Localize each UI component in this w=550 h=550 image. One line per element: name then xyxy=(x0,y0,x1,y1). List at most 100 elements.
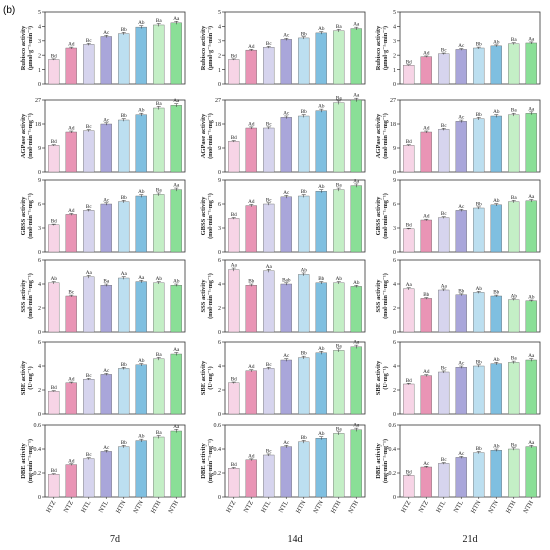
y-tick-label: 4 xyxy=(38,25,41,31)
bar-ntl xyxy=(100,285,112,333)
x-category-label: NTN xyxy=(312,499,325,514)
y-axis-unit-label: (mol·min⁻¹·mg⁻¹) xyxy=(382,193,389,239)
bar-ntz xyxy=(245,127,257,173)
bar-htl xyxy=(263,368,275,415)
significance-label: Ad xyxy=(68,458,75,464)
bar-htn xyxy=(298,441,310,498)
panel-label: (b) xyxy=(3,5,15,16)
y-tick-label: 4 xyxy=(38,282,41,288)
significance-label: Bb xyxy=(301,189,307,195)
significance-label: Ac xyxy=(103,117,110,123)
significance-label: Aa xyxy=(528,353,535,359)
significance-label: Ab xyxy=(138,20,145,26)
y-axis-label: SBE activity xyxy=(20,360,27,395)
significance-label: Ac xyxy=(283,190,290,196)
significance-label: Bb xyxy=(476,201,482,207)
y-tick-label: 9 xyxy=(218,178,221,184)
bar-ntl xyxy=(455,121,467,173)
x-category-label: HTL xyxy=(260,499,272,513)
bar-htz xyxy=(403,475,415,498)
y-tick-label: 4 xyxy=(393,364,396,370)
chart-panel: 0 1 2 3 4 5 Rubisco activity (µmol·g⁻¹·min⁻¹) Bd… xyxy=(375,10,541,88)
bar-hth xyxy=(508,114,520,173)
bar-htn xyxy=(118,368,130,415)
bar-htn xyxy=(298,357,310,415)
y-tick-label: 3 xyxy=(393,226,396,232)
bar-htn xyxy=(473,292,485,333)
bar-htz xyxy=(48,474,60,498)
significance-label: Ab xyxy=(51,276,58,282)
x-category-label: HTZ xyxy=(400,499,412,513)
bar-htl xyxy=(438,463,450,498)
y-axis-label: Rubisco activity xyxy=(200,25,207,70)
bar-ntn xyxy=(490,295,502,333)
bar-htz xyxy=(403,228,415,253)
significance-label: Ac xyxy=(283,33,290,39)
bar-ntz xyxy=(65,214,77,253)
y-tick-label: 0.6 xyxy=(34,423,42,429)
significance-label: Bc xyxy=(266,121,272,127)
y-tick-label: 5 xyxy=(38,10,41,16)
significance-label: Bc xyxy=(86,373,92,379)
y-tick-label: 5 xyxy=(393,10,396,16)
significance-label: Bd xyxy=(231,212,237,218)
significance-label: Ab xyxy=(511,293,518,299)
y-axis-unit-label: (mol·min⁻¹·mg⁻¹) xyxy=(207,273,214,319)
bar-htn xyxy=(118,446,130,498)
y-axis-unit-label: (µmol·g⁻¹·min⁻¹) xyxy=(27,26,34,70)
y-axis-label: Rubisco activity xyxy=(375,25,382,70)
bar-htz xyxy=(48,391,60,415)
significance-label: Aa xyxy=(173,424,180,430)
bar-htz xyxy=(228,269,240,333)
x-category-label: HTL xyxy=(435,499,447,513)
bar-ntl xyxy=(280,359,292,415)
bar-htn xyxy=(298,115,310,173)
bar-ntl xyxy=(100,123,112,173)
y-axis-unit-label: (mol·min⁻¹·mg⁻¹) xyxy=(27,113,34,159)
bar-htl xyxy=(438,129,450,173)
bar-htl xyxy=(83,44,95,85)
chart-panel: 0 1 2 3 4 5 Rubisco activity (µmol·g⁻¹·min⁻¹) Bd… xyxy=(200,10,366,88)
significance-label: Ad xyxy=(248,121,255,127)
x-category-label: NTL xyxy=(98,499,110,513)
significance-label: Bab xyxy=(282,277,291,283)
significance-label: Ad xyxy=(68,377,75,383)
bar-nth xyxy=(350,286,362,333)
bar-htz xyxy=(403,65,415,85)
bar-hth xyxy=(153,282,165,333)
y-tick-label: 6 xyxy=(38,258,41,264)
significance-label: Ab xyxy=(528,295,535,301)
y-axis-label: GBSS activity xyxy=(200,196,207,236)
plot-frame xyxy=(44,259,186,333)
y-axis-label: GBSS activity xyxy=(375,196,382,236)
bar-htl xyxy=(263,47,275,85)
y-tick-label: 27 xyxy=(35,98,41,104)
significance-label: Ac xyxy=(458,451,465,457)
significance-label: Bb xyxy=(121,27,127,33)
significance-label: Ab xyxy=(493,39,500,45)
chart-panel: 0 2 4 6 SBE activity(U·mg⁻¹) Bd Ad Bc Ac Bb Ab Ba Aa xyxy=(20,340,186,418)
significance-label: Ad xyxy=(423,369,430,375)
bar-htn xyxy=(473,207,485,253)
significance-label: Bd xyxy=(231,462,237,468)
significance-label: Ac xyxy=(458,43,465,49)
significance-label: Bb xyxy=(476,446,482,452)
significance-label: Bd xyxy=(231,377,237,383)
bar-ntn xyxy=(490,204,502,253)
significance-label: Ad xyxy=(423,50,430,56)
plot-frame xyxy=(224,341,366,415)
significance-label: Ac xyxy=(458,115,465,121)
y-tick-label: 3 xyxy=(38,39,41,45)
bar-htz xyxy=(403,288,415,333)
bar-htl xyxy=(83,130,95,173)
significance-label: Ba xyxy=(336,24,342,30)
bar-htl xyxy=(438,53,450,85)
bar-hth xyxy=(508,201,520,253)
x-category-label: HTH xyxy=(150,499,163,514)
significance-label: Ba xyxy=(336,343,342,349)
y-axis-unit-label: (mg·min⁻¹·mg⁻¹) xyxy=(207,439,214,483)
y-axis-label: SBE activity xyxy=(375,360,382,395)
significance-label: Bb xyxy=(476,42,482,48)
significance-label: Ac xyxy=(103,30,110,36)
